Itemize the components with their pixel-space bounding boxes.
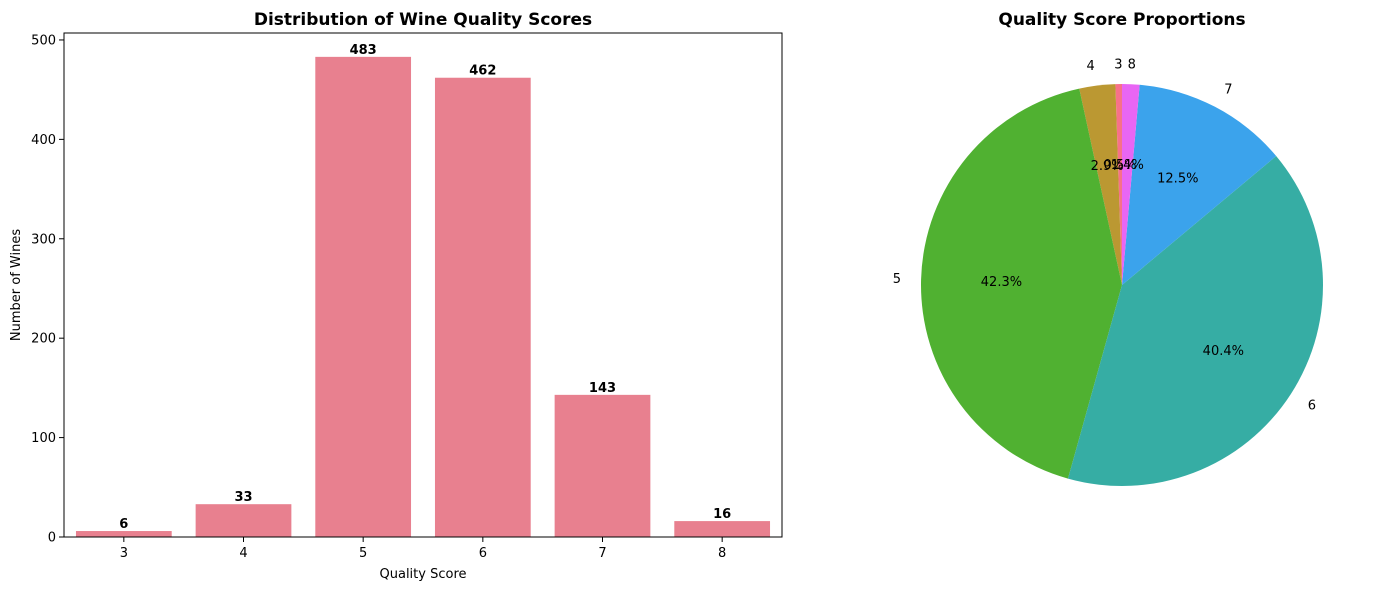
bar-chart: Distribution of Wine Quality Scores 0 100… [9, 10, 783, 582]
bar-7 [554, 394, 651, 537]
pie-category-label: 6 [1308, 398, 1316, 413]
x-tick-label: 4 [239, 546, 247, 561]
pie-slices [920, 84, 1323, 487]
pie-category-label: 4 [1086, 59, 1094, 74]
pie-category-labels: 3 4 5 6 7 8 [893, 57, 1316, 413]
pie-slice-4 [1079, 84, 1122, 286]
y-tick-label: 300 [31, 232, 56, 247]
x-tick-label: 8 [718, 546, 726, 561]
pie-percent-label: 12.5% [1157, 172, 1198, 187]
pie-category-label: 3 [1114, 57, 1122, 72]
x-tick-label: 7 [598, 546, 606, 561]
pie-chart: Quality Score Proportions 3 4 5 6 7 8 0.5%2.9… [893, 10, 1323, 487]
y-tick-label: 0 [48, 531, 56, 546]
bar-x-axis-label: Quality Score [380, 567, 467, 582]
y-tick-label: 400 [31, 133, 56, 148]
bar-value-label: 33 [234, 490, 252, 505]
bar-y-axis-label: Number of Wines [9, 229, 24, 341]
bar-data-labels: 6 33 483 462 143 16 [119, 43, 731, 532]
bar-chart-title: Distribution of Wine Quality Scores [254, 10, 592, 30]
x-tick-label: 5 [359, 546, 367, 561]
y-tick-label: 100 [31, 431, 56, 446]
bar-3 [75, 531, 172, 537]
pie-percent-label: 0.5% [1103, 158, 1136, 173]
bar-value-label: 483 [350, 43, 377, 58]
pie-slice-8 [1122, 84, 1140, 285]
bar-value-label: 16 [713, 507, 731, 522]
bar-6 [434, 77, 531, 537]
pie-percent-labels: 0.5%2.9% 42.3% 40.4% 12.5% 1.4% [981, 158, 1244, 359]
bar-value-label: 6 [119, 517, 128, 532]
pie-slice-6 [1067, 156, 1323, 487]
bar-value-label: 143 [589, 381, 616, 396]
bar-marks [75, 56, 771, 538]
y-tick-label: 200 [31, 332, 56, 347]
bar-8 [674, 521, 771, 537]
pie-slice-7 [1122, 84, 1277, 285]
bar-value-label: 462 [469, 64, 496, 79]
pie-category-label: 8 [1128, 58, 1136, 73]
pie-chart-title: Quality Score Proportions [998, 10, 1245, 30]
pie-category-label: 7 [1224, 82, 1232, 97]
bar-4 [195, 504, 292, 537]
x-tick-label: 3 [120, 546, 128, 561]
pie-percent-label: 40.4% [1203, 344, 1244, 359]
pie-percent-label: 42.3% [981, 275, 1022, 290]
bar-5 [315, 56, 412, 538]
pie-slice-3 [1115, 84, 1122, 285]
bar-x-ticks: 3 4 5 6 7 8 [120, 537, 726, 561]
pie-slice-5 [920, 88, 1122, 479]
pie-category-label: 5 [893, 272, 901, 287]
pie-percent-label: 2.9% [1091, 159, 1124, 174]
x-tick-label: 6 [479, 546, 487, 561]
bar-plot-frame [63, 32, 783, 538]
bar-y-ticks: 0 100 200 300 400 500 [31, 33, 64, 546]
pie-percent-label: 1.4% [1111, 158, 1144, 173]
y-tick-label: 500 [31, 33, 56, 48]
